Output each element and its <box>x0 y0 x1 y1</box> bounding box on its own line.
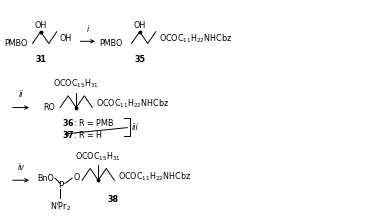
Text: OH: OH <box>134 21 146 30</box>
Text: OCOC$_{15}$H$_{31}$: OCOC$_{15}$H$_{31}$ <box>53 78 99 90</box>
Text: 31: 31 <box>35 55 46 64</box>
Text: i: i <box>86 25 89 34</box>
Text: $\mathbf{36}$: R = PMB: $\mathbf{36}$: R = PMB <box>62 117 114 128</box>
Text: P: P <box>58 181 63 190</box>
Text: OCOC$_{11}$H$_{22}$NHCbz: OCOC$_{11}$H$_{22}$NHCbz <box>96 98 169 110</box>
Text: ii: ii <box>19 90 23 99</box>
Text: iv: iv <box>17 163 24 172</box>
Text: OH: OH <box>60 34 72 43</box>
Text: OCOC$_{11}$H$_{22}$NHCbz: OCOC$_{11}$H$_{22}$NHCbz <box>159 33 232 45</box>
Text: BnO: BnO <box>38 174 54 182</box>
Text: PMBO: PMBO <box>100 39 123 48</box>
Text: OCOC$_{15}$H$_{31}$: OCOC$_{15}$H$_{31}$ <box>75 151 121 163</box>
Text: PMBO: PMBO <box>4 39 28 48</box>
Text: RO: RO <box>43 103 55 112</box>
Text: O: O <box>73 173 79 182</box>
Text: iii: iii <box>132 123 139 132</box>
Text: 35: 35 <box>134 55 145 64</box>
Text: N$^i$Pr$_2$: N$^i$Pr$_2$ <box>50 199 71 213</box>
Text: OH: OH <box>35 21 47 30</box>
Text: OCOC$_{11}$H$_{22}$NHCbz: OCOC$_{11}$H$_{22}$NHCbz <box>118 171 191 183</box>
Text: $\mathbf{37}$: R = H: $\mathbf{37}$: R = H <box>62 129 103 140</box>
Text: 38: 38 <box>107 195 118 204</box>
